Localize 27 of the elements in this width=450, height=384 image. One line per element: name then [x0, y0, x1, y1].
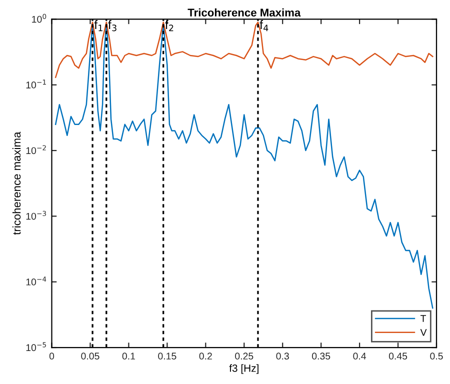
- legend-label: V: [420, 329, 427, 336]
- ref-line-label: f$_{4}$: [260, 20, 268, 32]
- ref-line-label: f$_{2}$: [165, 20, 174, 32]
- y-tick-label: 10$^{−4}$: [26, 276, 46, 286]
- x-tick-label: 0.25: [235, 352, 254, 360]
- line-series: [54, 22, 434, 78]
- x-tick-label: 0.45: [388, 352, 408, 360]
- y-tick-label: 10$^{−3}$: [26, 210, 46, 220]
- x-tick-label: 0.4: [353, 352, 366, 360]
- y-tick-label: 10$^{−5}$: [26, 342, 46, 352]
- x-tick-label: 0.35: [312, 352, 330, 360]
- x-tick-label: 0.05: [81, 352, 100, 360]
- y-axis-title: tricoherence maxima: [12, 132, 21, 235]
- legend-label: T: [420, 315, 426, 322]
- y-tick-label: 10$^{−2}$: [26, 145, 46, 154]
- ref-line-label: f$_{3}$: [108, 20, 116, 32]
- x-tick-label: 0: [49, 352, 54, 360]
- x-tick-label: 0.15: [158, 352, 176, 360]
- x-tick-label: 0.5: [430, 352, 443, 360]
- y-tick-label: 10$^{−1}$: [26, 80, 46, 88]
- x-tick-label: 0.1: [122, 352, 135, 360]
- x-tick-label: 0.3: [276, 352, 289, 360]
- chart-title: Tricoherence Maxima: [188, 8, 301, 17]
- ref-line-label: f$_{1}$: [94, 20, 102, 32]
- x-tick-label: 0.2: [199, 352, 212, 360]
- x-axis-title: f3 [Hz]: [229, 364, 258, 374]
- y-tick-label: 10$^{0}$: [32, 14, 46, 23]
